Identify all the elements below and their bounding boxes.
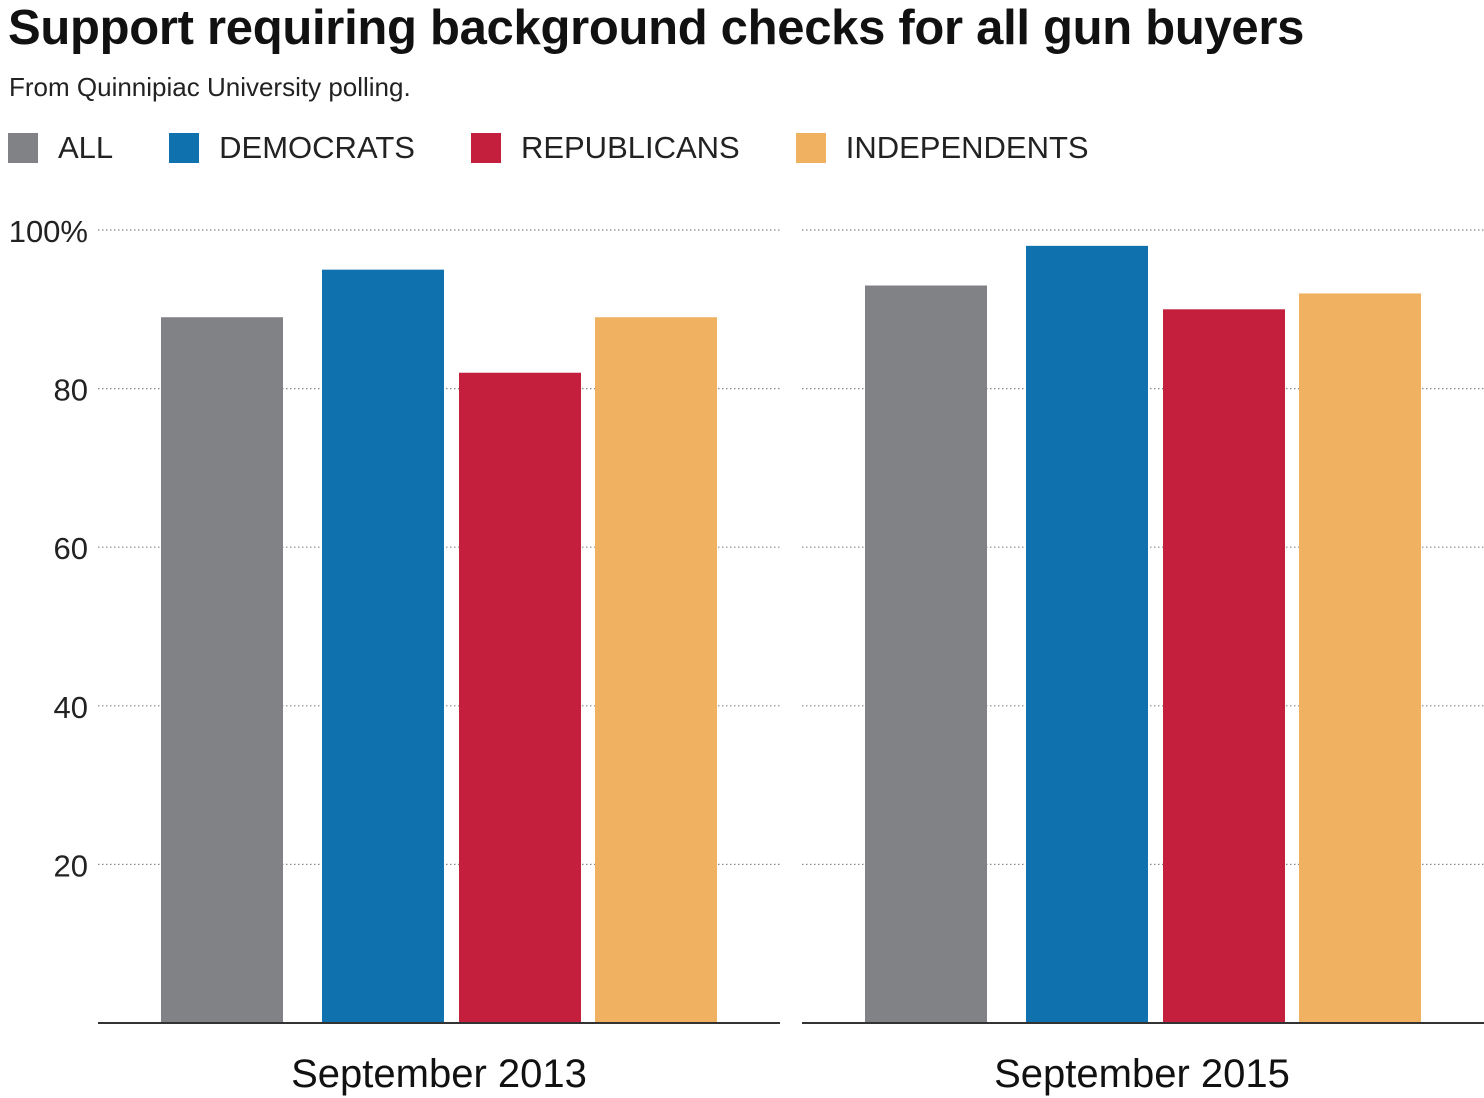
bar-all-2013 — [161, 317, 283, 1024]
bar-all-2015 — [865, 285, 987, 1023]
y-tick-label-40: 40 — [54, 690, 88, 725]
bar-democrats-2015 — [1026, 245, 1148, 1024]
category-label-2: September 2015 — [994, 1052, 1290, 1096]
chart-title: Support requiring background checks for … — [8, 1, 1305, 55]
legend-item-republicans: REPUBLICANS — [470, 130, 740, 166]
chart-subtitle: From Quinnipiac University polling. — [9, 72, 411, 102]
legend-swatch-all — [8, 133, 38, 163]
bar-independents-2013 — [595, 317, 717, 1024]
legend-swatch-independents — [795, 133, 826, 163]
y-tick-label-100: 100% — [9, 214, 88, 249]
bar-republicans-2015 — [1163, 309, 1285, 1023]
y-tick-label-60: 60 — [54, 531, 88, 566]
y-tick-label-80: 80 — [54, 373, 88, 408]
legend-label-all: ALL — [58, 130, 114, 165]
legend-item-independents: INDEPENDENTS — [795, 130, 1089, 166]
legend-label-republicans: REPUBLICANS — [520, 130, 740, 165]
legend-item-all: ALL — [8, 130, 113, 166]
legend-label-democrats: DEMOCRATS — [219, 130, 415, 165]
bar-democrats-2013 — [322, 269, 444, 1023]
legend-item-democrats: DEMOCRATS — [169, 130, 415, 166]
legend-label-independents: INDEPENDENTS — [845, 130, 1089, 165]
y-tick-label-20: 20 — [54, 848, 88, 883]
category-label-1: September 2013 — [291, 1052, 587, 1096]
legend-swatch-republicans — [470, 133, 501, 163]
legend: ALL DEMOCRATS REPUBLICANS INDEPENDENTS — [8, 130, 1145, 166]
bar-independents-2015 — [1299, 293, 1421, 1023]
bar-republicans-2013 — [459, 372, 581, 1023]
legend-swatch-democrats — [169, 133, 200, 163]
